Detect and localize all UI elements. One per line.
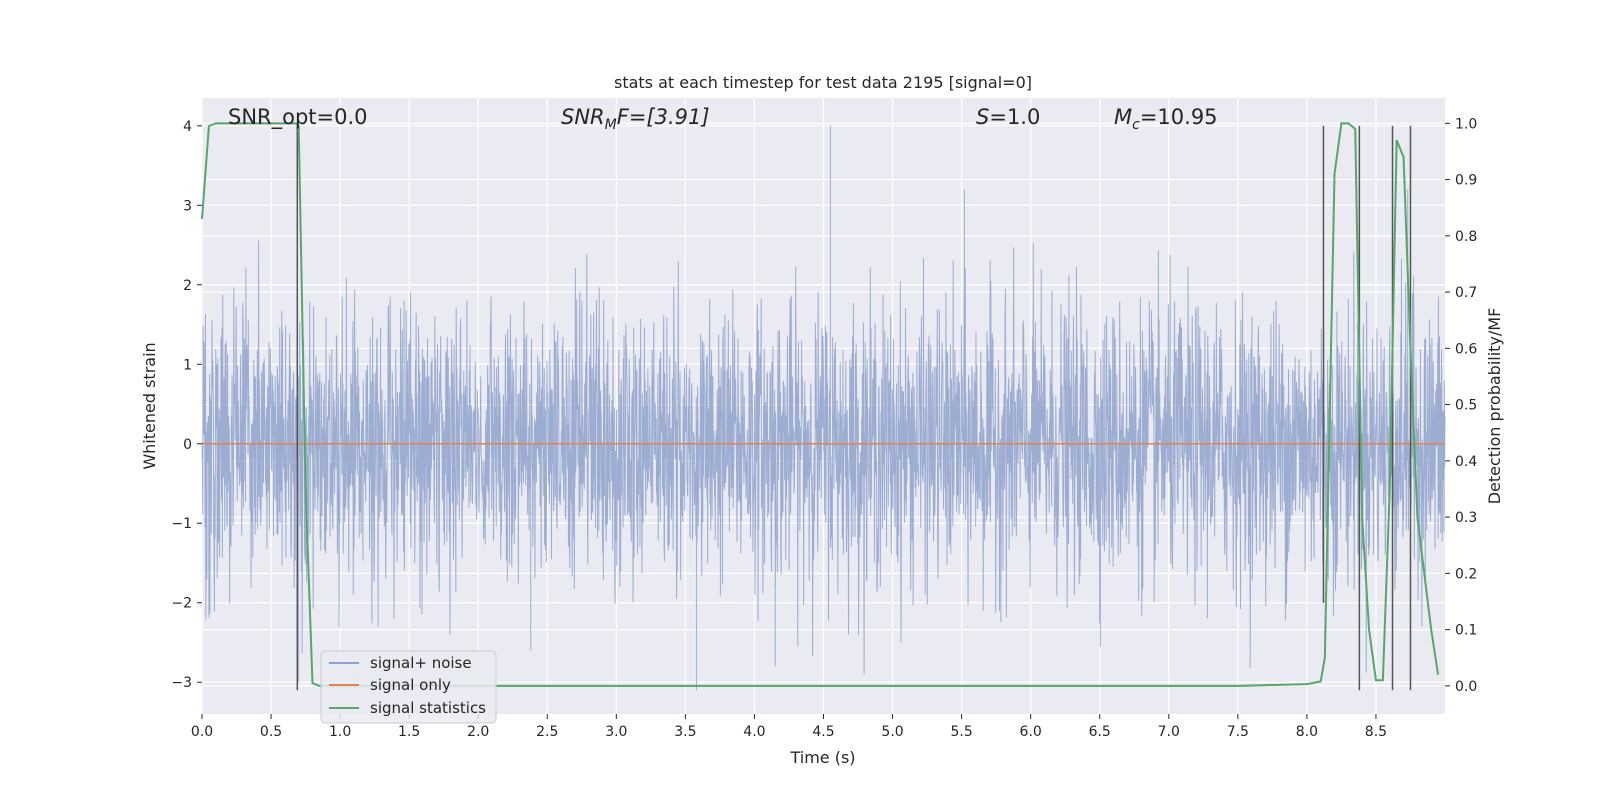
y2-tick-label: 0.2 <box>1455 566 1477 582</box>
annotation-s: S=1.0 <box>976 105 1040 129</box>
y-tick-label: −1 <box>171 516 192 532</box>
signal-statistics-series <box>201 122 1440 687</box>
y2-axis-label: Detection probability/MF <box>1485 308 1504 505</box>
x-tick-label: 2.5 <box>536 724 558 740</box>
x-tick-label: 0.5 <box>260 724 282 740</box>
annotation-mc-name: M <box>1114 105 1132 129</box>
legend-box <box>320 650 497 724</box>
y-tick-label: 3 <box>183 198 192 214</box>
annotation-mc-rest: =10.95 <box>1140 105 1218 129</box>
annotation-s-rest: =1.0 <box>989 105 1040 129</box>
y2-axis-ticks: 0.0 0.1 0.2 0.3 0.4 0.5 0.6 0.7 0.8 0.9 1.0 <box>1445 116 1477 695</box>
signal-noise-line <box>201 125 1446 691</box>
y2-tick-label: 0.0 <box>1455 679 1477 695</box>
y2-tick-label: 0.9 <box>1455 173 1477 189</box>
y2-tick-label: 0.4 <box>1455 454 1477 470</box>
y2-tick-label: 0.5 <box>1455 398 1477 414</box>
annotation-s-name: S <box>976 105 989 129</box>
y-axis-ticks: −3 −2 −1 0 1 2 3 4 <box>171 119 202 691</box>
annotation-snr-opt: SNR_opt=0.0 <box>228 105 368 130</box>
annotation-snr-mf-rest: F=[3.91] <box>617 105 710 129</box>
legend: signal+ noise signal only signal statist… <box>320 650 497 724</box>
x-axis-label: Time (s) <box>789 748 855 767</box>
annotation-mc-sub: c <box>1132 117 1140 133</box>
y2-tick-label: 0.1 <box>1455 623 1477 639</box>
x-tick-label: 3.5 <box>674 724 696 740</box>
y2-tick-label: 0.3 <box>1455 510 1477 526</box>
y-tick-label: 0 <box>183 437 192 453</box>
x-tick-label: 6.0 <box>1020 724 1042 740</box>
vertical-markers <box>296 125 1412 691</box>
y-axis-label: Whitened strain <box>140 342 159 469</box>
annotation-snr-mf-name: SNR <box>561 105 605 129</box>
y-tick-label: −3 <box>171 675 192 691</box>
annotation-snr-mf: SNRMF=[3.91] <box>561 105 710 133</box>
signal-noise-series <box>201 125 1446 691</box>
x-tick-label: 5.0 <box>881 724 903 740</box>
y-tick-label: 1 <box>183 357 192 373</box>
x-tick-label: 1.5 <box>398 724 420 740</box>
y-tick-label: −2 <box>171 596 192 612</box>
chart-title: stats at each timestep for test data 219… <box>614 73 1032 92</box>
signal-statistics-line <box>201 122 1440 687</box>
x-tick-label: 0.0 <box>191 724 213 740</box>
y2-tick-label: 0.7 <box>1455 285 1477 301</box>
x-tick-label: 8.5 <box>1365 724 1387 740</box>
y2-tick-label: 0.8 <box>1455 229 1477 245</box>
x-tick-label: 2.0 <box>467 724 489 740</box>
x-tick-label: 5.5 <box>950 724 972 740</box>
x-tick-label: 3.0 <box>605 724 627 740</box>
legend-label-signal-noise: signal+ noise <box>370 654 472 672</box>
legend-label-signal-only: signal only <box>370 676 451 694</box>
annotation-mc: Mc=10.95 <box>1114 105 1218 133</box>
y2-tick-label: 0.6 <box>1455 341 1477 357</box>
x-tick-label: 6.5 <box>1089 724 1111 740</box>
x-axis-ticks: 0.0 0.5 1.0 1.5 2.0 2.5 3.0 3.5 4.0 4.5 5.0 5.5 6.0 6… <box>191 714 1387 740</box>
x-tick-label: 7.0 <box>1158 724 1180 740</box>
x-tick-label: 7.5 <box>1227 724 1249 740</box>
y2-tick-label: 1.0 <box>1455 116 1477 132</box>
x-tick-label: 1.0 <box>329 724 351 740</box>
annotation-snr-mf-sub: M <box>605 117 617 133</box>
y-tick-label: 2 <box>183 278 192 294</box>
x-tick-label: 4.0 <box>743 724 765 740</box>
x-tick-label: 8.0 <box>1296 724 1318 740</box>
x-tick-label: 4.5 <box>812 724 834 740</box>
legend-label-signal-statistics: signal statistics <box>370 699 486 717</box>
y-tick-label: 4 <box>183 119 192 135</box>
